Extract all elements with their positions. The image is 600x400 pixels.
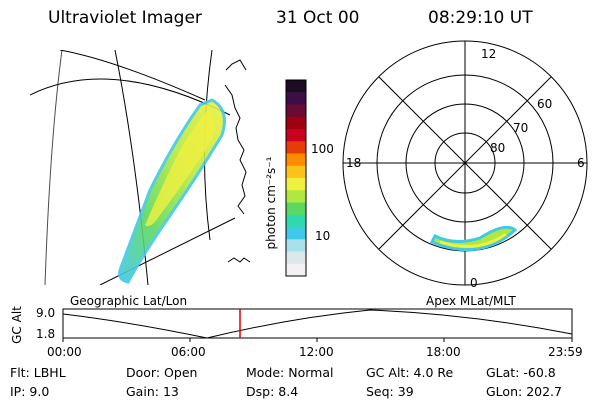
info-ip: IP: 9.0 (10, 384, 50, 399)
colorbar-cell (286, 165, 306, 179)
timeline-xtick-0: 00:00 (47, 345, 82, 359)
timeline-ytick-low: 1.8 (36, 327, 56, 341)
timeline-xtick-1: 06:00 (171, 345, 206, 359)
polar-label-70: 70 (513, 121, 529, 135)
colorbar-cell (286, 116, 306, 130)
colorbar-cell (286, 214, 306, 228)
polar-label-6: 6 (577, 156, 585, 170)
info-dsp: Dsp: 8.4 (246, 384, 299, 399)
info-seq: Seq: 39 (366, 384, 414, 399)
timeline-xtick-4: 23:59 (548, 345, 583, 359)
colorbar-cell (286, 263, 306, 277)
info-gain: Gain: 13 (126, 384, 179, 399)
info-gc-alt: GC Alt: 4.0 Re (366, 365, 454, 380)
colorbar-cell (286, 178, 306, 191)
colorbar-cell (286, 129, 306, 142)
info-door: Door: Open (126, 365, 198, 380)
timeline-ytick-high: 9.0 (36, 306, 56, 320)
colorbar-cell (286, 92, 306, 105)
colorbar-cell (286, 80, 306, 93)
colorbar-cell (286, 202, 306, 216)
info-flt: Flt: LBHL (10, 365, 66, 380)
timeline-right-label: Apex MLat/MLT (426, 294, 516, 308)
polar-label-18: 18 (346, 156, 362, 170)
polar-label-60: 60 (537, 97, 553, 111)
colorbar-cell (286, 190, 306, 203)
time-label: 08:29:10 UT (428, 8, 533, 28)
colorbar-tick-100: 100 (311, 142, 334, 156)
timeline-xtick-2: 12:00 (299, 345, 334, 359)
info-glat: GLat: -60.8 (486, 365, 556, 380)
colorbar-cell (286, 251, 306, 265)
info-glon: GLon: 202.7 (486, 384, 562, 399)
colorbar-cell (286, 239, 306, 252)
colorbar-cell (286, 104, 306, 118)
polar-label-80: 80 (490, 141, 506, 155)
instrument-title: Ultraviolet Imager (48, 8, 202, 28)
timeline-xtick-3: 18:00 (426, 345, 461, 359)
colorbar-tick-10: 10 (315, 229, 331, 243)
date-label: 31 Oct 00 (276, 8, 360, 28)
colorbar-cell (286, 227, 306, 240)
colorbar-cell (286, 141, 306, 154)
colorbar (285, 79, 307, 277)
colorbar-cell (286, 153, 306, 167)
timeline-left-label: Geographic Lat/Lon (70, 294, 188, 308)
polar-label-0: 0 (470, 276, 478, 290)
info-mode: Mode: Normal (246, 365, 334, 380)
polar-label-12: 12 (481, 47, 497, 61)
